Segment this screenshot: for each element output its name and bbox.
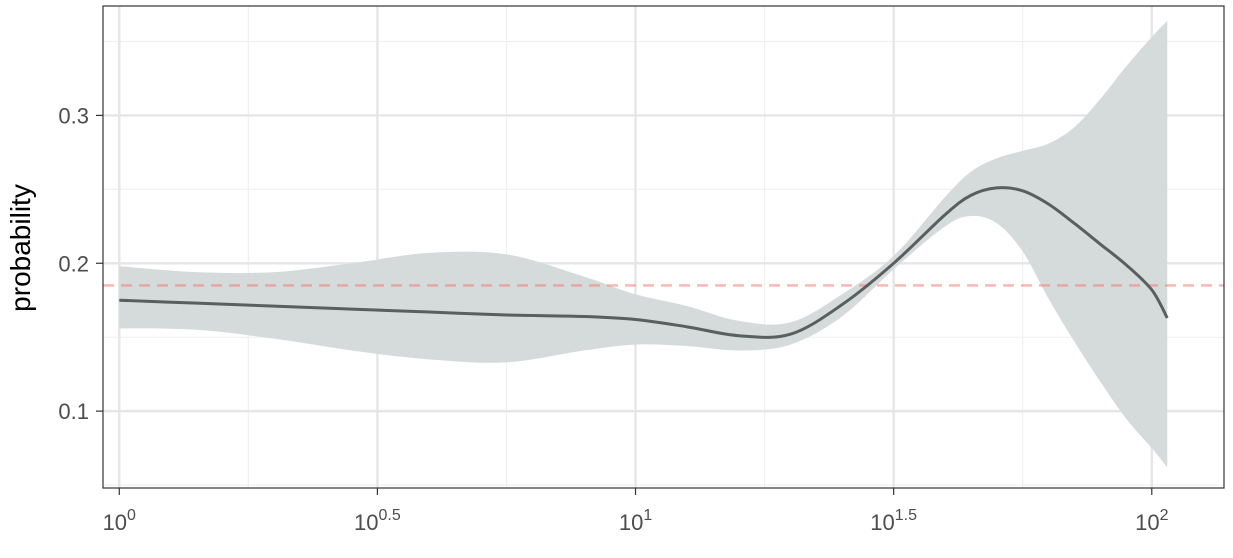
y-axis-title: probability bbox=[5, 184, 36, 312]
x-tick-labels: 100 100.5 101 101.5 102 bbox=[103, 507, 1169, 535]
axis-ticks bbox=[96, 114, 1153, 495]
panel-border bbox=[102, 5, 1225, 489]
x-tick-label: 100 bbox=[103, 507, 136, 535]
x-tick-label: 102 bbox=[1135, 507, 1168, 535]
y-tick-label: 0.3 bbox=[58, 103, 89, 128]
y-tick-label: 0.1 bbox=[58, 399, 89, 424]
confidence-ribbon bbox=[119, 20, 1168, 468]
y-tick-label: 0.2 bbox=[58, 251, 89, 276]
x-tick-label: 101 bbox=[619, 507, 652, 535]
smooth-line bbox=[119, 186, 1169, 339]
x-tick-label: 101.5 bbox=[870, 507, 917, 535]
smooth-line-layer bbox=[119, 186, 1169, 339]
y-tick-labels: 0.1 0.2 0.3 bbox=[58, 103, 89, 424]
x-tick-label: 100.5 bbox=[354, 507, 401, 535]
confidence-ribbon-layer bbox=[119, 20, 1168, 468]
